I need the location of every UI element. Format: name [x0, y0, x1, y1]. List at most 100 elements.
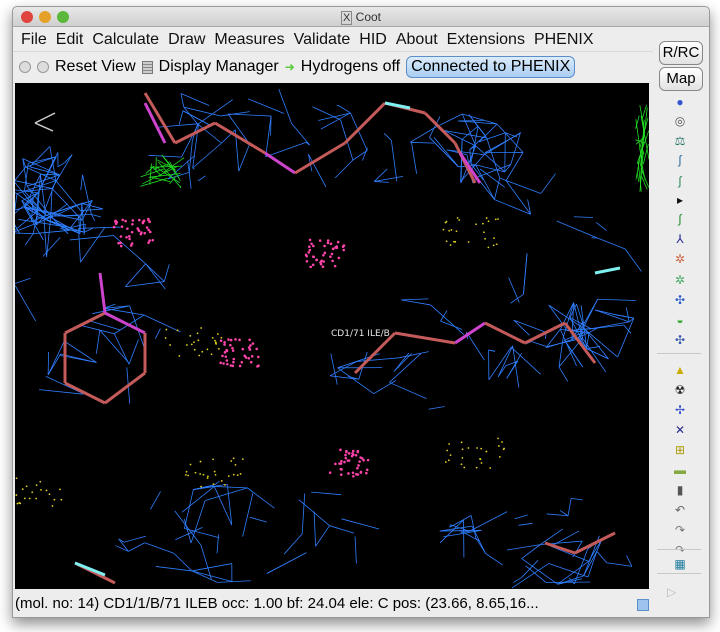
back-icon[interactable] — [19, 61, 31, 73]
probe-dot — [460, 441, 463, 444]
contact-dot — [305, 259, 309, 263]
redo-icon[interactable]: ↷ — [674, 543, 686, 557]
window-title: Coot — [355, 10, 382, 24]
play-icon[interactable]: ▷ — [667, 585, 677, 599]
map-button[interactable]: Map — [659, 67, 703, 91]
menu-measures[interactable]: Measures — [214, 31, 285, 48]
mutate-icon[interactable]: ◒ — [676, 313, 684, 327]
density-mesh-line — [393, 352, 410, 372]
probe-dot — [185, 470, 188, 473]
probe-dot — [216, 333, 219, 335]
density-mesh-line — [545, 337, 579, 349]
flip-peptide-icon[interactable]: ✲ — [674, 273, 686, 287]
probe-dot — [198, 354, 201, 357]
add-residue-icon[interactable]: ∫ — [678, 212, 682, 226]
auto-fit-icon[interactable]: ◎ — [674, 114, 686, 128]
display-manager-button[interactable]: Display Manager — [158, 58, 279, 75]
density-mesh-line — [79, 324, 100, 331]
density-mesh-line — [499, 177, 542, 194]
clear-icon[interactable]: ▮ — [676, 483, 684, 497]
density-mesh-line — [26, 186, 52, 217]
menu-file[interactable]: File — [21, 31, 47, 48]
menu-about[interactable]: About — [395, 31, 438, 48]
density-mesh-line — [546, 513, 569, 517]
undo-icon[interactable]: ↷ — [674, 523, 686, 537]
density-mesh-line — [494, 199, 531, 215]
contact-dot — [222, 362, 225, 365]
probe-dot — [48, 493, 51, 496]
contact-dot — [310, 242, 313, 246]
torsion-edit-icon[interactable]: ✲ — [674, 252, 686, 266]
contact-dot — [365, 468, 369, 472]
place-atom-icon[interactable]: ▲ — [674, 363, 686, 377]
probe-dot — [200, 327, 203, 329]
density-mesh-line — [330, 375, 359, 380]
side-chain-180-icon[interactable]: ✣ — [674, 293, 686, 307]
density-mesh-line — [16, 180, 56, 195]
color-bar-icon[interactable]: ▦ — [674, 557, 686, 571]
density-mesh-line — [173, 552, 193, 572]
contact-dot — [311, 263, 315, 267]
stop-icon[interactable] — [37, 61, 49, 73]
rrc-button[interactable]: R/RC — [659, 41, 703, 65]
density-mesh-line — [329, 361, 358, 377]
density-mesh-line — [410, 141, 418, 174]
add-alt-conf-icon[interactable]: ✣ — [674, 333, 686, 347]
density-mesh-line — [504, 164, 512, 173]
bond — [454, 321, 486, 345]
phenix-connection-button[interactable]: Connected to PHENIX — [406, 56, 576, 78]
density-mesh-line — [92, 305, 130, 315]
rotamer-icon[interactable]: ⅄ — [676, 232, 684, 246]
density-mesh-line — [23, 163, 29, 192]
regularize-icon[interactable]: ∫ — [678, 153, 682, 167]
delete-icon[interactable]: ☢ — [674, 383, 686, 397]
more-arrow-icon[interactable]: ▸ — [676, 193, 684, 207]
density-mesh-line — [37, 174, 41, 212]
density-mesh-line — [518, 522, 533, 526]
reset-view-button[interactable]: Reset View — [55, 58, 136, 75]
menu-calculate[interactable]: Calculate — [92, 31, 160, 48]
probe-dot — [16, 502, 19, 505]
probe-dot — [220, 480, 223, 482]
density-mesh-line — [550, 545, 589, 562]
add-atom-icon[interactable]: ✕ — [674, 423, 686, 437]
hydrogens-button[interactable]: Hydrogens off — [300, 58, 401, 75]
trash-icon[interactable]: ↶ — [674, 503, 686, 517]
probe-dot — [165, 328, 168, 331]
refine-icon[interactable]: ⚖ — [674, 134, 686, 148]
close-button[interactable] — [21, 11, 33, 23]
density-mesh-line — [523, 253, 528, 295]
zoom-button[interactable] — [57, 11, 69, 23]
menu-draw[interactable]: Draw — [168, 31, 206, 48]
density-mesh-line — [567, 498, 572, 516]
rotate-translate-icon[interactable]: ● — [676, 95, 684, 109]
menu-edit[interactable]: Edit — [55, 31, 84, 48]
menu-hid[interactable]: HID — [359, 31, 387, 48]
edit-chi-icon[interactable]: ▬ — [674, 463, 686, 477]
density-mesh-line — [43, 218, 71, 231]
density-mesh-line — [475, 165, 495, 200]
bond — [74, 561, 106, 577]
minimize-button[interactable] — [39, 11, 51, 23]
density-mesh-line — [352, 150, 368, 161]
density-mesh-line — [466, 331, 485, 361]
rigid-body-icon[interactable]: ∫ — [678, 174, 682, 188]
contact-dot — [338, 462, 341, 465]
density-mesh-line — [488, 349, 496, 352]
probe-dot — [214, 341, 217, 344]
contact-dot — [148, 230, 152, 234]
menu-extensions[interactable]: Extensions — [446, 31, 525, 48]
molecule-view[interactable] — [15, 83, 649, 589]
difference-map-line — [149, 163, 152, 185]
probe-dot — [200, 485, 203, 488]
density-mesh-line — [180, 93, 185, 108]
add-water-icon[interactable]: ✢ — [674, 403, 686, 417]
menu-validate[interactable]: Validate — [293, 31, 351, 48]
graphics-canvas[interactable]: CD1/71 ILE/B — [15, 83, 649, 589]
pointer-icon[interactable]: ⊞ — [674, 443, 686, 457]
density-mesh-line — [278, 88, 292, 124]
menu-phenix[interactable]: PHENIX — [533, 31, 594, 48]
density-mesh-line — [588, 327, 598, 333]
density-mesh-line — [531, 341, 547, 347]
probe-dot — [206, 477, 209, 480]
